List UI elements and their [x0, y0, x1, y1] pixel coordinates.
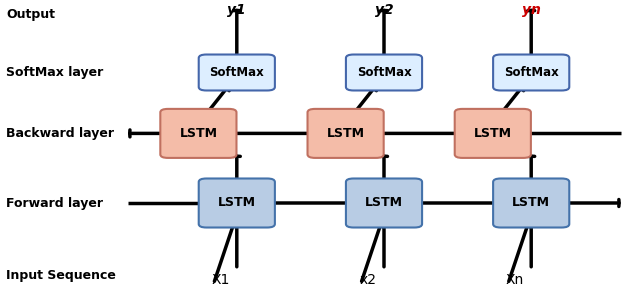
Text: X1: X1 — [212, 273, 230, 287]
Text: SoftMax: SoftMax — [356, 66, 412, 79]
Text: Xn: Xn — [506, 273, 524, 287]
Text: Input Sequence: Input Sequence — [6, 269, 116, 282]
Text: SoftMax layer: SoftMax layer — [6, 66, 104, 79]
FancyBboxPatch shape — [198, 179, 275, 227]
Text: Backward layer: Backward layer — [6, 127, 115, 140]
FancyBboxPatch shape — [346, 179, 422, 227]
FancyBboxPatch shape — [493, 55, 570, 90]
Text: LSTM: LSTM — [512, 197, 550, 209]
Text: y2: y2 — [374, 3, 394, 17]
Text: x2: x2 — [360, 273, 376, 287]
FancyBboxPatch shape — [160, 109, 237, 158]
Text: LSTM: LSTM — [179, 127, 218, 140]
FancyBboxPatch shape — [346, 55, 422, 90]
FancyBboxPatch shape — [455, 109, 531, 158]
Text: y1: y1 — [227, 3, 246, 17]
Text: SoftMax: SoftMax — [209, 66, 264, 79]
FancyBboxPatch shape — [308, 109, 384, 158]
Text: LSTM: LSTM — [218, 197, 256, 209]
FancyBboxPatch shape — [493, 179, 570, 227]
Text: SoftMax: SoftMax — [504, 66, 559, 79]
Text: LSTM: LSTM — [365, 197, 403, 209]
Text: LSTM: LSTM — [326, 127, 365, 140]
Text: Forward layer: Forward layer — [6, 197, 104, 209]
FancyBboxPatch shape — [198, 55, 275, 90]
Text: yn: yn — [522, 3, 541, 17]
Text: LSTM: LSTM — [474, 127, 512, 140]
Text: Output: Output — [6, 8, 56, 21]
